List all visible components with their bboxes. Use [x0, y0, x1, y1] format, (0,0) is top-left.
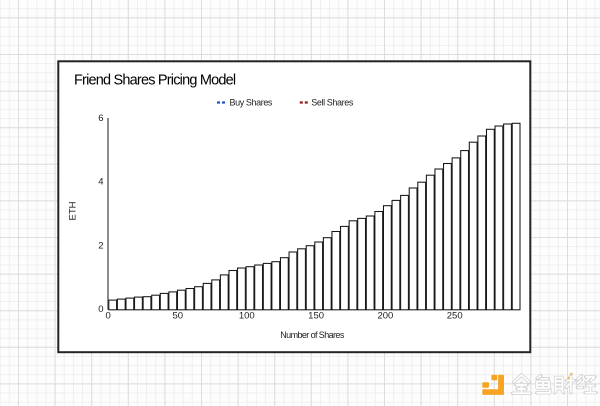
- svg-text:ETH: ETH: [68, 201, 79, 220]
- svg-text:0: 0: [106, 310, 111, 321]
- svg-text:0: 0: [98, 304, 103, 315]
- svg-text:6: 6: [98, 113, 103, 124]
- svg-text:Sell Shares: Sell Shares: [311, 97, 354, 107]
- svg-text:50: 50: [173, 310, 184, 321]
- svg-text:100: 100: [239, 310, 255, 321]
- svg-text:2: 2: [98, 240, 103, 251]
- svg-text:150: 150: [308, 310, 324, 321]
- svg-text:Friend Shares Pricing Model: Friend Shares Pricing Model: [74, 72, 236, 88]
- svg-text:4: 4: [98, 177, 103, 188]
- svg-text:Number of Shares: Number of Shares: [280, 330, 345, 340]
- svg-text:200: 200: [377, 310, 393, 321]
- svg-text:Buy Shares: Buy Shares: [230, 97, 273, 107]
- svg-text:250: 250: [447, 310, 463, 321]
